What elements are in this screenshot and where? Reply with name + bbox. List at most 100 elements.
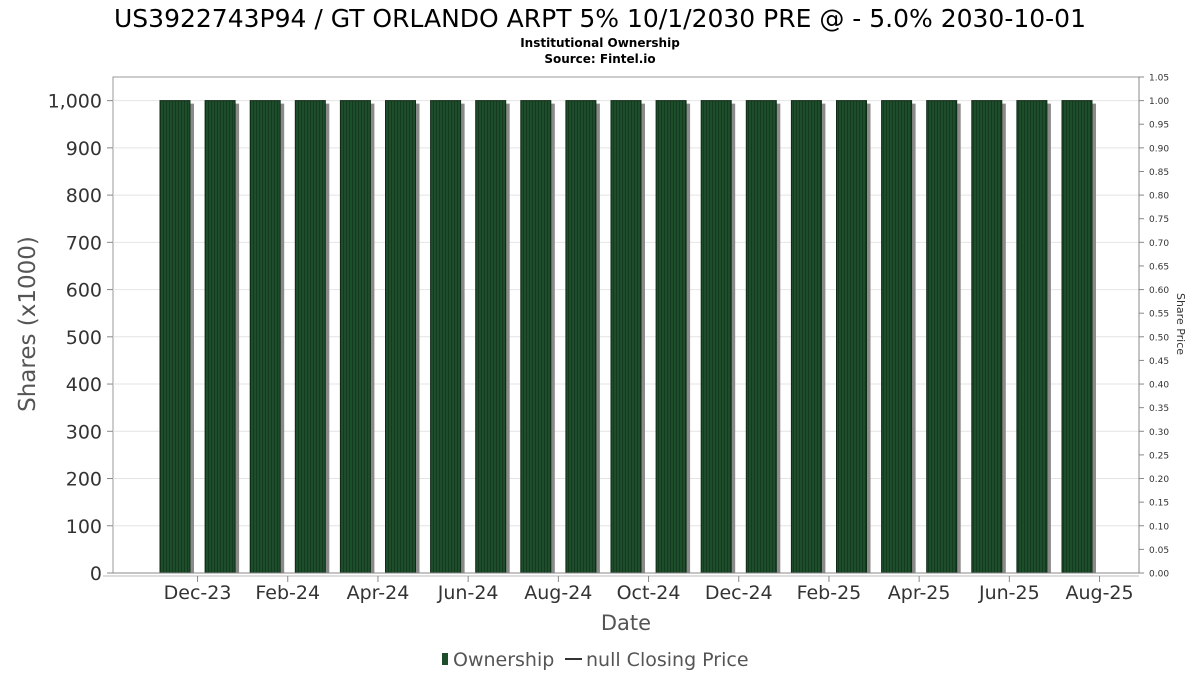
x-axis-label: Date (601, 611, 651, 635)
y-tick-label: 900 (66, 138, 102, 160)
bar-ownership (745, 100, 777, 574)
y2-tick-label: 0.05 (1149, 546, 1169, 556)
bar (655, 100, 691, 574)
bar-ownership (1016, 100, 1048, 574)
bar (339, 100, 375, 574)
bar (520, 100, 555, 574)
bar (430, 100, 465, 574)
y2-tick-label: 0.40 (1149, 381, 1169, 391)
y2-tick-label: 0.45 (1149, 357, 1169, 367)
x-tick-label: Dec-23 (164, 582, 232, 604)
x-tick-label: Dec-24 (705, 582, 773, 604)
bar (294, 100, 330, 574)
y2-tick-label: 0.15 (1149, 499, 1169, 509)
bar-ownership (565, 100, 597, 574)
bar-ownership (881, 100, 913, 574)
axes (103, 77, 1140, 577)
x-tick-label: Feb-25 (797, 582, 862, 604)
y-axis-label: Shares (x1000) (15, 236, 41, 412)
x-tick-label: Apr-24 (347, 582, 410, 604)
y2-tick-label: 0.10 (1149, 522, 1169, 532)
y2-tick-label: 0.60 (1149, 286, 1169, 296)
bar-ownership (339, 100, 371, 574)
bar (1016, 100, 1051, 574)
y2-tick-label: 1.00 (1149, 97, 1169, 107)
bar-ownership (385, 100, 416, 574)
bar-ownership (204, 100, 236, 574)
x-tick-label: Aug-25 (1065, 582, 1133, 604)
bar-ownership (926, 100, 958, 574)
y-tick-label: 400 (66, 374, 102, 396)
bar-ownership (836, 100, 867, 574)
bar-ownership (294, 100, 326, 574)
bar-ownership (700, 100, 732, 574)
bars (159, 100, 1096, 574)
x-tick-label: Jun-24 (437, 582, 499, 604)
y2-tick-label: 0.95 (1149, 121, 1169, 131)
y-tick-label: 200 (66, 469, 102, 491)
bar (971, 100, 1006, 574)
y-tick-label: 500 (66, 327, 102, 349)
bar-ownership (249, 100, 281, 574)
y2-tick-label: 0.30 (1149, 428, 1169, 438)
chart-subtitle: Institutional Ownership (520, 36, 680, 50)
chart-source: Source: Fintel.io (544, 52, 655, 66)
chart-title: US3922743P94 / GT ORLANDO ARPT 5% 10/1/2… (114, 4, 1086, 33)
y2-tick-label: 0.75 (1149, 215, 1169, 225)
bar (926, 100, 961, 574)
y-tick-label: 300 (66, 421, 102, 443)
bar (385, 100, 420, 574)
y2-tick-label: 0.20 (1149, 475, 1169, 485)
bar (790, 100, 826, 574)
bar (836, 100, 871, 574)
y2-tick-label: 0.85 (1149, 168, 1169, 178)
bar (204, 100, 240, 574)
legend-ownership-swatch (442, 653, 448, 665)
y-tick-label: 700 (66, 232, 102, 254)
bar-ownership (655, 100, 687, 574)
bar-ownership (159, 100, 191, 574)
bar (881, 100, 916, 574)
y2-tick-label: 0.55 (1149, 310, 1169, 320)
y-tick-label: 800 (66, 185, 102, 207)
bar (159, 100, 194, 574)
bar-ownership (971, 100, 1003, 574)
legend-price-label: null Closing Price (586, 649, 749, 671)
bar-ownership (790, 100, 822, 574)
bar-ownership (430, 100, 462, 574)
y2-tick-label: 0.80 (1149, 192, 1169, 202)
y2-tick-label: 0.90 (1149, 144, 1169, 154)
x-tick-label: Feb-24 (255, 582, 320, 604)
x-tick-label: Oct-24 (617, 582, 681, 604)
y2-tick-label: 0.65 (1149, 262, 1169, 272)
bar-ownership (1061, 100, 1093, 574)
bar-ownership (520, 100, 552, 574)
bar (610, 100, 645, 574)
y2-tick-label: 0.70 (1149, 239, 1169, 249)
bar-ownership (475, 100, 507, 574)
y-tick-label: 600 (66, 280, 102, 302)
y2-tick-label: 1.05 (1149, 74, 1169, 84)
y2-tick-label: 0.50 (1149, 333, 1169, 343)
y-axis-ticks: 0 100 200 300 400 500 600 700 800 900 1,000 (48, 91, 113, 585)
bar (249, 100, 285, 574)
bar (475, 100, 510, 574)
y-tick-label: 0 (90, 563, 102, 585)
y2-tick-label: 0.00 (1149, 570, 1169, 580)
x-axis-ticks: Dec-23 Feb-24 Apr-24 Jun-24 Aug-24 Oct-24 Dec-… (164, 576, 1134, 604)
bar-ownership (610, 100, 642, 574)
bar (700, 100, 736, 574)
y-tick-label: 1,000 (48, 91, 102, 113)
y2-axis-ticks: 0.00 0.05 0.10 0.15 0.20 0.25 0.30 0.35 0.40 0.45… (1139, 74, 1169, 580)
x-tick-label: Apr-25 (888, 582, 951, 604)
y2-axis-label: Share Price (1174, 293, 1187, 355)
x-tick-label: Aug-24 (524, 582, 592, 604)
y2-tick-label: 0.25 (1149, 451, 1169, 461)
y-tick-label: 100 (66, 516, 102, 538)
legend-ownership-label: Ownership (453, 649, 554, 671)
bar (1061, 100, 1096, 574)
y2-tick-label: 0.35 (1149, 404, 1169, 414)
bar (565, 100, 600, 574)
